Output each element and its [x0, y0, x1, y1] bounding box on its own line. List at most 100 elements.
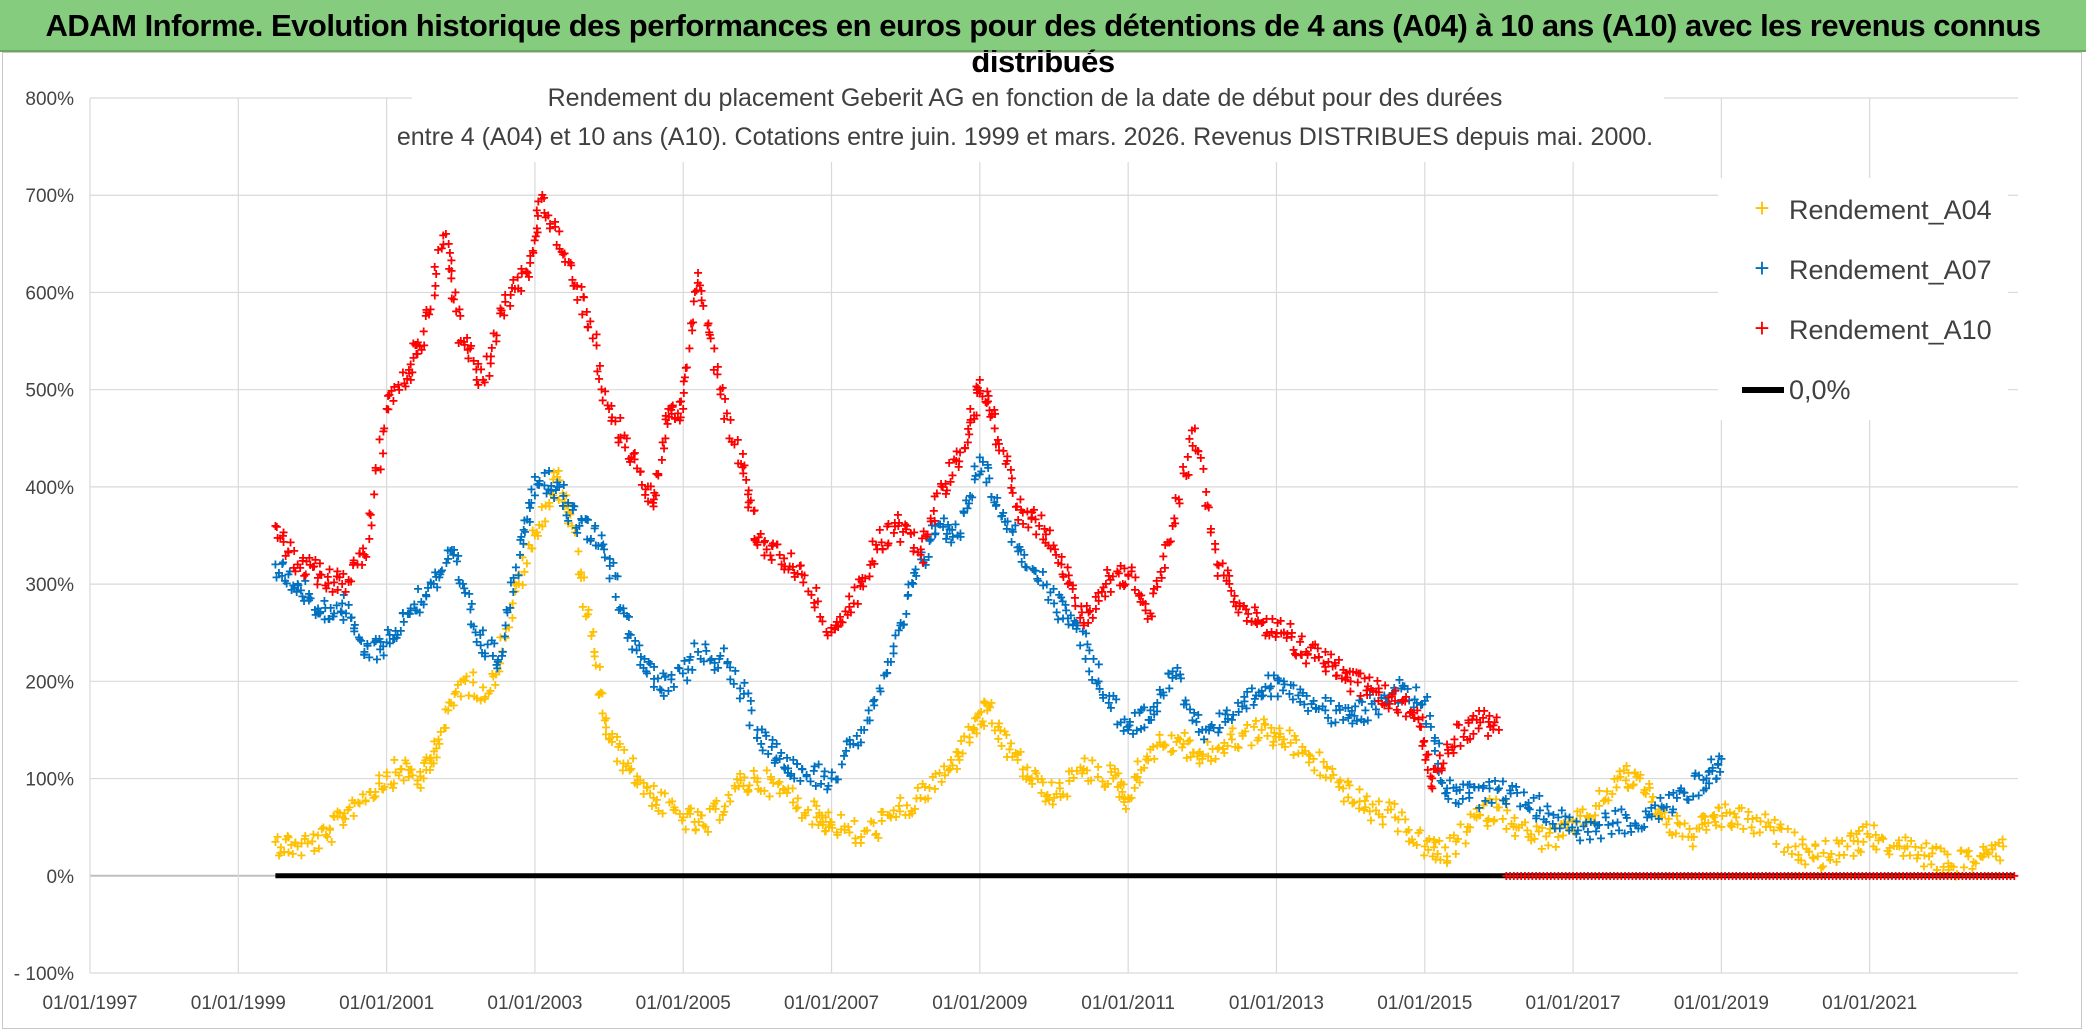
- data-point: +: [280, 573, 289, 590]
- data-point: +: [775, 751, 784, 768]
- data-point: +: [1436, 852, 1445, 869]
- data-point: +: [931, 526, 940, 543]
- data-point: +: [1104, 695, 1113, 712]
- data-point: +: [446, 543, 455, 560]
- data-point: +: [411, 602, 420, 619]
- data-point: +: [534, 476, 543, 493]
- data-point: +: [406, 762, 415, 779]
- chart-title-line2: entre 4 (A04) et 10 ans (A10). Cotations…: [397, 123, 1653, 151]
- data-point: +: [640, 651, 649, 668]
- data-point: +: [1266, 679, 1275, 696]
- data-point: +: [471, 625, 480, 642]
- data-point: +: [1984, 846, 1993, 863]
- data-point: +: [977, 717, 986, 734]
- data-point: +: [710, 796, 719, 813]
- data-point: +: [1551, 821, 1560, 838]
- data-point: +: [357, 633, 366, 650]
- data-point: +: [1184, 467, 1193, 484]
- data-point: +: [1109, 771, 1118, 788]
- data-point: +: [1023, 759, 1032, 776]
- data-point: +: [1407, 832, 1416, 849]
- data-point: +: [1300, 743, 1309, 760]
- data-point: +: [1075, 638, 1084, 655]
- data-point: +: [1261, 679, 1270, 696]
- data-point: +: [605, 558, 614, 575]
- data-point: +: [297, 848, 306, 865]
- data-point: +: [324, 611, 333, 628]
- data-point: +: [1044, 592, 1053, 609]
- data-point: +: [706, 653, 715, 670]
- data-point: +: [1123, 722, 1132, 739]
- data-point: +: [1054, 587, 1063, 604]
- data-point: +: [699, 654, 708, 671]
- data-point: +: [1133, 769, 1142, 786]
- data-point: +: [1315, 768, 1324, 785]
- data-point: +: [1429, 832, 1438, 849]
- data-point: +: [935, 765, 944, 782]
- data-point: +: [1710, 814, 1719, 831]
- data-point: +: [1665, 824, 1674, 841]
- data-point: +: [549, 490, 558, 507]
- data-point: +: [1127, 790, 1136, 807]
- data-point: +: [996, 722, 1005, 739]
- data-point: +: [1874, 832, 1883, 849]
- data-point: +: [592, 338, 601, 355]
- data-point: +: [1309, 693, 1318, 710]
- data-point: +: [1827, 846, 1836, 863]
- data-point: +: [369, 790, 378, 807]
- data-point: +: [788, 794, 797, 811]
- data-point: +: [612, 753, 621, 770]
- data-point: +: [1083, 636, 1092, 653]
- data-point: +: [366, 507, 375, 524]
- data-point: +: [355, 631, 364, 648]
- data-point: +: [327, 834, 336, 851]
- data-point: +: [1182, 696, 1191, 713]
- data-point: +: [1037, 785, 1046, 802]
- data-point: +: [651, 797, 660, 814]
- data-point: +: [407, 761, 416, 778]
- data-point: +: [1737, 800, 1746, 817]
- data-point: +: [1355, 781, 1364, 798]
- data-point: +: [877, 813, 886, 830]
- data-point: +: [975, 450, 984, 467]
- data-point: +: [983, 457, 992, 474]
- data-point: +: [1042, 789, 1051, 806]
- data-point: +: [446, 695, 455, 712]
- data-point: +: [320, 593, 329, 610]
- data-point: +: [1266, 688, 1275, 705]
- data-point: +: [1809, 851, 1818, 868]
- data-point: +: [1116, 715, 1125, 732]
- data-point: +: [452, 554, 461, 571]
- data-point: +: [824, 819, 833, 836]
- legend: + Rendement_A04 + Rendement_A07 + Rendem…: [1718, 178, 2008, 420]
- data-point: +: [1289, 747, 1298, 764]
- data-point: +: [851, 830, 860, 847]
- data-point: +: [673, 660, 682, 677]
- data-point: +: [889, 645, 898, 662]
- data-point: +: [1297, 629, 1306, 646]
- data-point: +: [1481, 794, 1490, 811]
- data-point: +: [393, 627, 402, 644]
- data-point: +: [869, 815, 878, 832]
- data-point: +: [1744, 804, 1753, 821]
- data-point: +: [1168, 670, 1177, 687]
- data-point: +: [1000, 723, 1009, 740]
- data-point: +: [466, 617, 475, 634]
- data-point: +: [645, 785, 654, 802]
- data-point: +: [290, 580, 299, 597]
- data-point: +: [1766, 819, 1775, 836]
- data-point: +: [309, 827, 318, 844]
- data-point: +: [1199, 461, 1208, 478]
- data-point: +: [772, 736, 781, 753]
- data-point: +: [1378, 817, 1387, 834]
- data-point: +: [1220, 735, 1229, 752]
- data-point: +: [416, 780, 425, 797]
- data-point: +: [849, 736, 858, 753]
- data-point: +: [711, 801, 720, 818]
- data-point: +: [1321, 770, 1330, 787]
- data-point: +: [1510, 810, 1519, 827]
- data-point: +: [512, 577, 521, 594]
- data-point: +: [1839, 847, 1848, 864]
- data-point: +: [686, 649, 695, 666]
